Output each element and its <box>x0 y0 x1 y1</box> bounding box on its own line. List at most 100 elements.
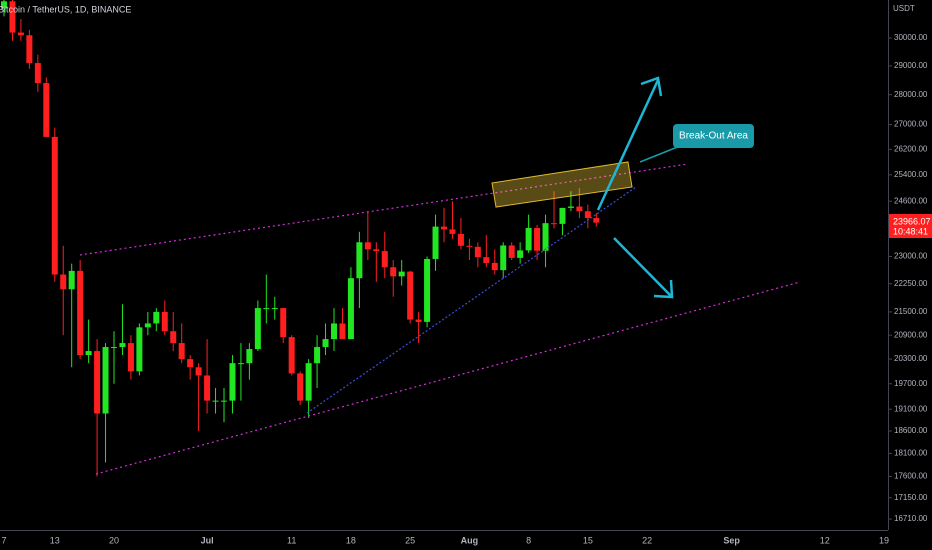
y-tick-label: 16710.00 <box>894 514 928 523</box>
candle-body <box>525 228 532 251</box>
price-tag-value: 23966.07 <box>893 216 931 226</box>
candle-body <box>483 257 490 263</box>
candle-body <box>314 347 321 364</box>
candle-body <box>441 226 447 230</box>
candle-body <box>297 373 304 401</box>
y-tick-label: 19100.00 <box>894 404 928 413</box>
candle-body <box>17 32 24 36</box>
candle-body <box>229 363 236 401</box>
x-tick-label: Sep <box>723 535 740 545</box>
y-tick-label: 19700.00 <box>894 379 928 388</box>
up-arrow-head <box>640 76 663 97</box>
y-tick-label: 20300.00 <box>894 354 928 363</box>
candle-body <box>331 323 337 340</box>
candle-body <box>195 367 202 376</box>
candle-body <box>204 375 211 401</box>
candle-body <box>567 206 574 208</box>
candle-body <box>288 337 295 374</box>
x-tick-label: 19 <box>879 535 889 545</box>
y-tick-label: 22250.00 <box>894 279 928 288</box>
candle-body <box>102 347 109 414</box>
candle-body <box>398 271 405 277</box>
breakout-zone <box>491 161 633 208</box>
candle-body <box>390 267 397 277</box>
candle-body <box>34 63 41 84</box>
candle-body <box>305 363 312 401</box>
lower-trendline <box>95 281 801 475</box>
candle-body <box>381 251 388 268</box>
candle-body <box>559 207 566 224</box>
candle-body <box>161 311 168 332</box>
candle-body <box>534 228 541 251</box>
candle-body <box>85 351 92 356</box>
candle-body <box>170 331 177 344</box>
drawings: Break-Out Area <box>79 76 801 475</box>
y-tick-label: 26200.00 <box>894 144 928 153</box>
candle-body <box>237 363 244 365</box>
candle-body <box>1 1 7 9</box>
y-tick-label: 27000.00 <box>894 120 928 129</box>
down-arrow <box>613 237 672 297</box>
y-tick-label: 24600.00 <box>894 196 928 205</box>
candle-body <box>9 1 16 33</box>
y-tick-label: 18600.00 <box>894 426 928 435</box>
candle-body <box>508 245 515 258</box>
callout-box <box>673 124 754 148</box>
up-arrow <box>596 79 660 211</box>
candle-body <box>127 343 134 372</box>
candle-body <box>280 308 287 338</box>
candle-body <box>221 400 227 402</box>
candle-body <box>491 262 498 271</box>
candle-body <box>254 308 261 350</box>
x-tick-label: 15 <box>583 535 593 545</box>
candle-body <box>144 323 151 328</box>
candle-body <box>373 249 380 252</box>
x-tick-label: Aug <box>461 535 479 545</box>
candle-body <box>551 223 557 225</box>
candle-body <box>94 351 101 414</box>
x-tick-label: 11 <box>287 535 296 545</box>
y-tick-label: 17150.00 <box>894 493 928 502</box>
candle-body <box>500 245 507 271</box>
candle-body <box>43 83 50 137</box>
candle-body <box>449 229 456 234</box>
x-tick-label: 8 <box>526 535 531 545</box>
candle-body <box>424 258 431 322</box>
y-tick-label: 20900.00 <box>894 330 928 339</box>
candle-body <box>356 242 363 279</box>
y-tick-label: 18100.00 <box>894 449 928 458</box>
candle-body <box>364 242 371 250</box>
candle-body <box>60 274 67 290</box>
currency-label: USDT <box>893 4 915 13</box>
candle-body <box>593 218 600 223</box>
x-tick-label: 20 <box>109 535 119 545</box>
candle-body <box>178 343 185 360</box>
candle-body <box>466 245 473 247</box>
y-tick-label: 17600.00 <box>894 472 928 481</box>
candle-body <box>542 223 549 251</box>
x-tick-label: 12 <box>820 535 830 545</box>
candle-body <box>407 271 414 320</box>
candle-body <box>576 206 583 212</box>
candle-body <box>474 246 481 258</box>
candle-body <box>322 339 329 348</box>
x-tick-label: 13 <box>50 535 60 545</box>
candle-body <box>347 278 354 340</box>
callout-text: Break-Out Area <box>679 131 748 142</box>
y-tick-label: 30000.00 <box>894 33 928 42</box>
down-arrow-head <box>653 279 674 299</box>
candle-body <box>584 211 591 219</box>
y-tick-label: 28000.00 <box>894 90 928 99</box>
candle-body <box>212 400 219 402</box>
y-tick-label: 29000.00 <box>894 61 928 70</box>
price-tag <box>889 214 932 238</box>
candle-body <box>136 327 143 372</box>
x-tick-label: 7 <box>1 535 6 545</box>
y-tick-label: 25400.00 <box>894 170 928 179</box>
x-tick-label: Jul <box>201 535 214 545</box>
candle-body <box>271 308 278 310</box>
candle-body <box>339 323 346 340</box>
candle-body <box>246 349 253 364</box>
